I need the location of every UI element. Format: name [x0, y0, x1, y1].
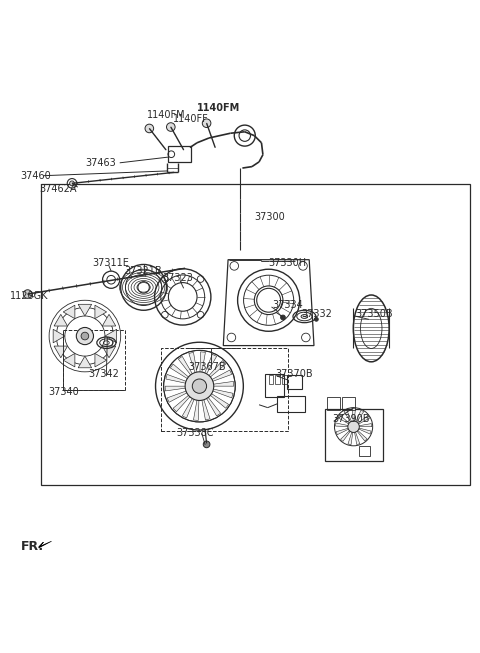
- Polygon shape: [206, 381, 234, 386]
- Polygon shape: [201, 393, 210, 420]
- Bar: [269, 375, 274, 384]
- Text: FR.: FR.: [21, 541, 44, 554]
- Text: 1120GK: 1120GK: [10, 291, 48, 301]
- Polygon shape: [166, 374, 192, 385]
- Polygon shape: [102, 346, 116, 358]
- Polygon shape: [54, 314, 68, 326]
- Polygon shape: [54, 346, 68, 358]
- Bar: [276, 375, 280, 384]
- Bar: [40, 184, 470, 485]
- Circle shape: [70, 181, 74, 185]
- Circle shape: [145, 124, 154, 133]
- Polygon shape: [189, 353, 198, 379]
- Text: 37321B: 37321B: [125, 266, 162, 276]
- Bar: [161, 348, 288, 432]
- Bar: [327, 396, 340, 410]
- Polygon shape: [173, 390, 195, 411]
- Polygon shape: [102, 314, 116, 326]
- Circle shape: [202, 119, 211, 127]
- Text: 37463: 37463: [85, 158, 116, 168]
- Text: 37311E: 37311E: [93, 257, 130, 268]
- Text: 37462A: 37462A: [39, 184, 77, 194]
- Polygon shape: [355, 432, 360, 445]
- Polygon shape: [357, 430, 367, 441]
- Polygon shape: [336, 428, 348, 435]
- Polygon shape: [63, 353, 75, 367]
- Text: 37460: 37460: [21, 170, 51, 181]
- Circle shape: [314, 317, 318, 321]
- Text: 37390B: 37390B: [332, 414, 370, 424]
- Bar: [360, 446, 370, 456]
- Bar: [277, 396, 305, 413]
- Polygon shape: [53, 329, 65, 343]
- Polygon shape: [63, 305, 75, 319]
- Bar: [63, 330, 124, 390]
- Polygon shape: [203, 392, 221, 416]
- Polygon shape: [105, 329, 117, 343]
- Polygon shape: [206, 388, 233, 398]
- Polygon shape: [182, 392, 197, 418]
- Text: 37332: 37332: [301, 309, 332, 319]
- Polygon shape: [338, 415, 349, 424]
- Bar: [342, 396, 356, 410]
- Circle shape: [203, 441, 210, 448]
- Bar: [325, 409, 383, 461]
- Polygon shape: [205, 390, 228, 408]
- Polygon shape: [344, 410, 351, 422]
- Circle shape: [24, 290, 32, 298]
- Text: 37330H: 37330H: [269, 257, 307, 268]
- Polygon shape: [38, 541, 51, 548]
- Circle shape: [81, 332, 89, 340]
- Text: 37323: 37323: [163, 273, 193, 283]
- Polygon shape: [202, 355, 216, 380]
- Text: 37300: 37300: [254, 212, 285, 222]
- Polygon shape: [336, 423, 348, 426]
- Polygon shape: [178, 357, 196, 381]
- Text: 37334: 37334: [273, 300, 303, 310]
- Polygon shape: [95, 305, 107, 319]
- Polygon shape: [204, 360, 226, 381]
- Polygon shape: [78, 356, 92, 368]
- Circle shape: [281, 315, 285, 320]
- Polygon shape: [200, 352, 205, 379]
- Circle shape: [185, 372, 214, 400]
- Polygon shape: [206, 370, 232, 384]
- Polygon shape: [170, 364, 194, 383]
- Polygon shape: [95, 353, 107, 367]
- Polygon shape: [340, 431, 350, 441]
- Circle shape: [192, 379, 206, 393]
- Bar: [168, 146, 192, 163]
- Circle shape: [348, 421, 360, 432]
- Text: 1140FM: 1140FM: [147, 110, 185, 119]
- Polygon shape: [193, 393, 199, 421]
- Text: 37338C: 37338C: [176, 428, 214, 438]
- Text: 37370B: 37370B: [276, 369, 313, 379]
- Polygon shape: [352, 409, 356, 421]
- Text: 1140FM: 1140FM: [197, 103, 240, 113]
- Polygon shape: [348, 432, 353, 445]
- Circle shape: [76, 327, 94, 345]
- Circle shape: [167, 123, 175, 131]
- Bar: [282, 375, 287, 384]
- Polygon shape: [359, 424, 372, 426]
- Polygon shape: [356, 410, 364, 422]
- Text: 37350B: 37350B: [356, 309, 393, 319]
- Polygon shape: [165, 386, 192, 391]
- Polygon shape: [358, 415, 370, 424]
- Polygon shape: [359, 428, 371, 434]
- Text: 37340: 37340: [48, 387, 79, 397]
- Text: 37342: 37342: [88, 369, 120, 379]
- Polygon shape: [78, 304, 92, 316]
- Bar: [265, 374, 284, 396]
- Text: 1140FF: 1140FF: [173, 114, 209, 124]
- Bar: [287, 375, 302, 389]
- Text: 37367B: 37367B: [189, 362, 227, 372]
- Polygon shape: [167, 389, 193, 402]
